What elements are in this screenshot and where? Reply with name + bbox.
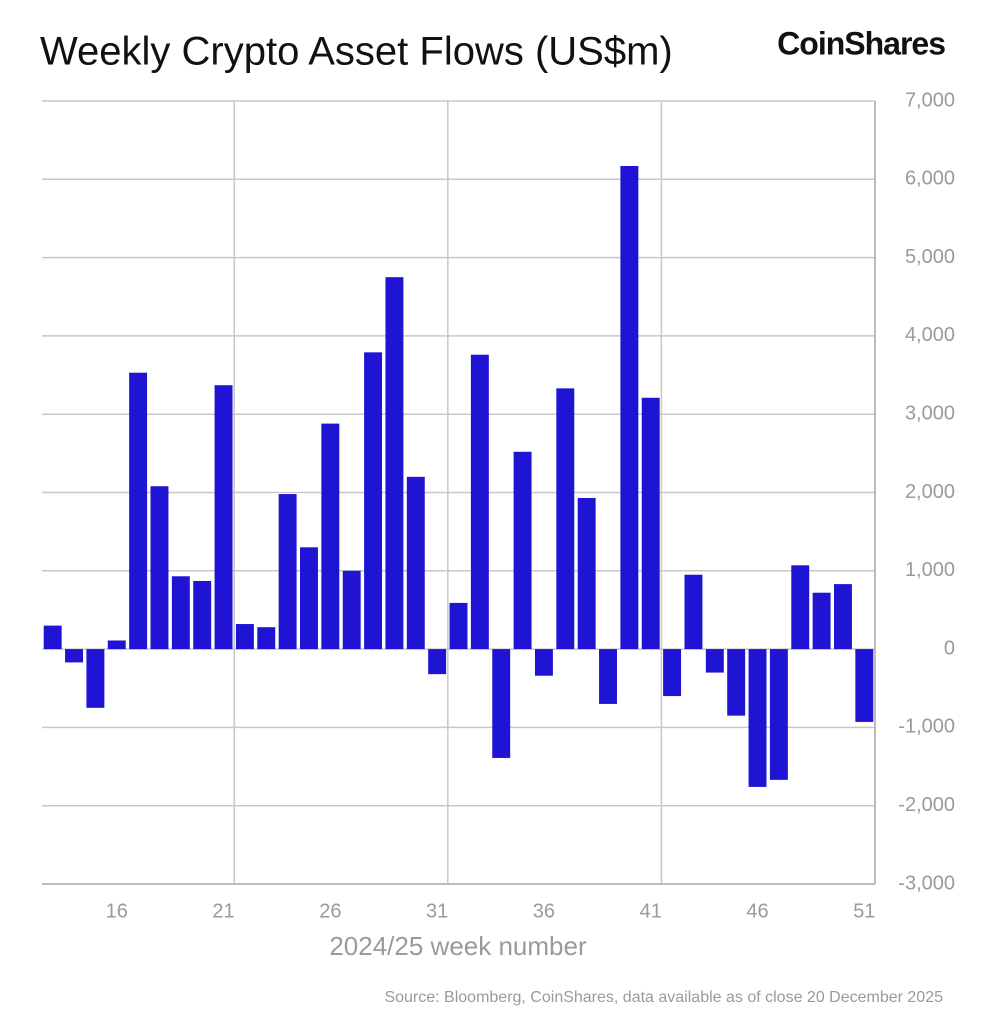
bar (235, 624, 254, 650)
bar (278, 494, 297, 650)
bar (385, 277, 404, 650)
bar (556, 388, 575, 650)
bar (641, 397, 660, 650)
x-axis-label: 2024/25 week number (329, 931, 587, 961)
x-tick-label: 41 (640, 900, 662, 922)
bar (364, 352, 383, 650)
bar (599, 649, 617, 704)
y-tick-label: 4,000 (905, 324, 955, 346)
bar (300, 547, 318, 650)
chart-title: Weekly Crypto Asset Flows (US$m) (40, 30, 673, 74)
bar (812, 592, 831, 650)
x-tick-label: 51 (853, 900, 875, 922)
bar (406, 476, 425, 650)
bar (65, 649, 84, 663)
bar (342, 570, 361, 650)
bar (534, 649, 553, 676)
bar (855, 649, 874, 722)
x-tick-label: 36 (533, 900, 555, 922)
x-tick-label: 21 (212, 900, 234, 922)
logo: CoinShares (777, 25, 945, 61)
bar (193, 580, 212, 650)
y-tick-label: 1,000 (905, 559, 955, 581)
bar (492, 649, 511, 758)
source-note: Source: Bloomberg, CoinShares, data avai… (384, 989, 943, 1006)
y-tick-label: 3,000 (905, 402, 955, 424)
bar (705, 649, 724, 673)
bar (577, 497, 596, 650)
bar (43, 625, 62, 650)
bar (833, 584, 852, 650)
bar (620, 165, 639, 650)
bar (257, 627, 276, 650)
bar (129, 372, 148, 650)
bar (321, 423, 340, 650)
y-tick-label: 7,000 (905, 89, 955, 111)
bar (171, 576, 190, 650)
bar (428, 649, 447, 675)
bar (214, 385, 233, 650)
y-tick-label: 0 (944, 637, 955, 659)
bar (748, 649, 767, 787)
x-tick-label: 46 (746, 900, 768, 922)
bar (513, 451, 532, 650)
bar (449, 602, 468, 650)
y-tick-label: 6,000 (905, 168, 955, 190)
y-tick-label: -3,000 (898, 872, 955, 894)
bar (150, 486, 169, 650)
bar (684, 574, 703, 650)
bar (107, 640, 126, 650)
x-tick-label: 16 (106, 900, 128, 922)
bar (727, 649, 746, 716)
bar (86, 649, 105, 708)
bar (769, 649, 788, 780)
bar (470, 354, 489, 650)
y-tick-label: -2,000 (898, 794, 955, 816)
y-tick-label: 5,000 (905, 246, 955, 268)
bar (663, 649, 682, 697)
y-tick-label: 2,000 (905, 481, 955, 503)
x-tick-label: 26 (319, 900, 341, 922)
bar (791, 565, 810, 650)
y-tick-label: -1,000 (898, 716, 955, 738)
x-tick-label: 31 (426, 900, 448, 922)
